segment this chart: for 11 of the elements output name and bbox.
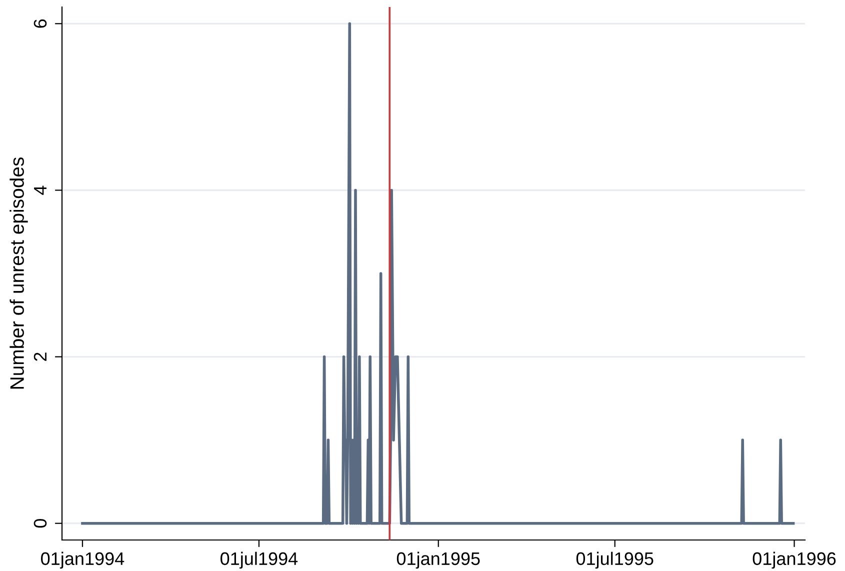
x-tick-label: 01jan1996: [752, 552, 836, 569]
line-series: [81, 22, 795, 525]
y-tick-label: 2: [34, 352, 46, 361]
x-tick-label: 01jan1994: [41, 552, 124, 569]
y-tick-label: 0: [34, 519, 47, 528]
y-tick-label: 6: [34, 19, 47, 28]
x-tick-label: 01jul1995: [576, 552, 654, 569]
x-tick-label: 01jan1995: [396, 552, 480, 569]
y-tick-label: 4: [34, 186, 46, 195]
x-tick-label: 01jul1994: [220, 552, 298, 569]
y-axis-title: Number of unrest episodes: [10, 157, 28, 389]
